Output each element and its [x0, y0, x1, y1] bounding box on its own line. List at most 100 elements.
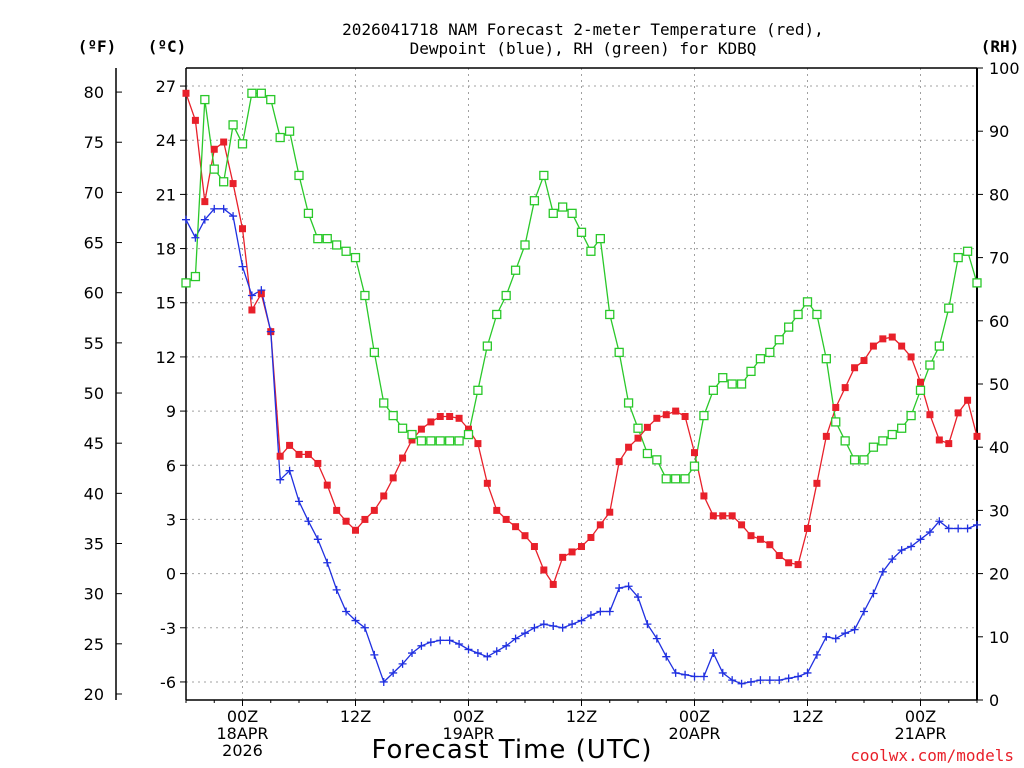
temperature-point: [512, 523, 520, 531]
dewpoint-point: [765, 676, 774, 685]
x-tick-label: 00Z: [453, 707, 484, 726]
celsius-tick-label: 15: [156, 294, 176, 313]
rh-point: [708, 385, 718, 395]
dewpoint-point: [907, 542, 916, 551]
dewpoint-point: [238, 262, 247, 271]
temperature-point: [417, 425, 425, 433]
rh-point: [558, 202, 568, 212]
rh-point: [266, 94, 276, 105]
temperature-point: [785, 559, 793, 567]
x-tick-label: 21APR: [894, 724, 946, 743]
dewpoint-point: [445, 636, 454, 645]
temperature-point: [917, 378, 924, 386]
rh-point: [765, 347, 775, 358]
rh-point: [200, 94, 210, 105]
temperature-point: [295, 450, 303, 458]
rh-point: [284, 126, 295, 136]
dewpoint-point: [605, 607, 614, 616]
dewpoint-point: [822, 632, 831, 641]
temperature-point: [634, 434, 642, 442]
rh-point: [944, 303, 954, 313]
temperature-point: [662, 411, 670, 419]
dewpoint-point: [389, 668, 398, 677]
dewpoint-point: [973, 520, 981, 529]
dewpoint-point: [229, 212, 238, 221]
dewpoint-point: [699, 672, 708, 681]
temperature-point: [926, 411, 934, 419]
temperature-point: [691, 449, 698, 457]
dewpoint-point: [841, 629, 850, 638]
temperature-point: [361, 515, 369, 523]
rh-point: [341, 246, 351, 256]
rh-point: [313, 233, 323, 244]
rh-point: [812, 309, 822, 320]
fahrenheit-tick-label: 30: [84, 585, 104, 604]
dewpoint-point: [473, 649, 482, 658]
celsius-tick-label: 3: [166, 510, 176, 529]
temperature-point: [389, 474, 397, 482]
rh-tick-label: 0: [989, 691, 999, 710]
rh-point: [859, 455, 869, 465]
temperature-point: [719, 512, 727, 520]
rh-point: [727, 379, 737, 389]
dewpoint-point: [869, 589, 878, 598]
temperature-point: [945, 440, 953, 448]
rh-point: [868, 442, 879, 452]
rh-point: [294, 170, 304, 181]
gridlines: [186, 68, 977, 700]
rh-tick-label: 80: [989, 185, 1009, 204]
temperature-point: [276, 452, 284, 460]
dewpoint-point: [502, 641, 511, 650]
temperature-point: [559, 553, 567, 561]
temperature-point: [738, 521, 746, 529]
chart-title-line2: Dewpoint (blue), RH (green) for KDBQ: [410, 39, 757, 58]
celsius-tick-label: 18: [156, 240, 176, 259]
rh-point: [671, 474, 681, 484]
temperature-point: [399, 454, 407, 462]
fahrenheit-tick-label: 25: [84, 635, 104, 654]
temperature-point: [446, 413, 454, 421]
rh-point: [953, 252, 963, 263]
celsius-unit-label: (ºC): [148, 37, 187, 56]
dewpoint-point: [944, 524, 953, 533]
celsius-tick-label: 0: [166, 565, 176, 584]
rh-point: [906, 410, 916, 421]
temperature-point: [370, 506, 378, 514]
temperature-point: [841, 384, 849, 392]
temperature-point: [304, 450, 312, 458]
temperature-point: [935, 436, 943, 444]
temperature-point: [625, 443, 633, 451]
dewpoint-point: [897, 546, 906, 555]
x-axis-title: Forecast Time (UTC): [371, 735, 652, 765]
rh-point: [539, 170, 549, 181]
rh-point: [369, 347, 379, 358]
rh-point: [454, 436, 464, 446]
rh-unit-label: (RH): [981, 37, 1020, 56]
dewpoint-point: [549, 621, 558, 630]
rh-point: [718, 373, 728, 383]
dewpoint-point: [568, 620, 577, 629]
chart-title-line1: 2026041718 NAM Forecast 2-meter Temperat…: [342, 20, 824, 39]
celsius-tick-label: 6: [166, 456, 176, 475]
rh-tick-label: 50: [989, 375, 1009, 394]
dewpoint-point: [690, 672, 699, 681]
rh-point: [793, 309, 803, 320]
dewpoint-point: [954, 524, 963, 533]
dewpoint-point: [483, 652, 492, 661]
dewpoint-point: [737, 679, 746, 688]
celsius-tick-label: -6: [160, 673, 176, 692]
fahrenheit-tick-label: 40: [84, 484, 104, 503]
rh-point: [322, 233, 332, 244]
rh-point: [623, 398, 634, 408]
temperature-point: [775, 552, 783, 560]
temperature-point: [540, 566, 548, 574]
temperature-point: [851, 364, 859, 372]
rh-point: [652, 455, 662, 465]
temperature-point: [898, 342, 906, 350]
rh-tick-label: 100: [989, 59, 1020, 78]
dewpoint-point: [586, 611, 595, 620]
rh-tick-label: 60: [989, 312, 1009, 331]
rh-point: [426, 436, 436, 446]
dewpoint-point: [860, 607, 868, 616]
rh-point: [520, 240, 530, 250]
